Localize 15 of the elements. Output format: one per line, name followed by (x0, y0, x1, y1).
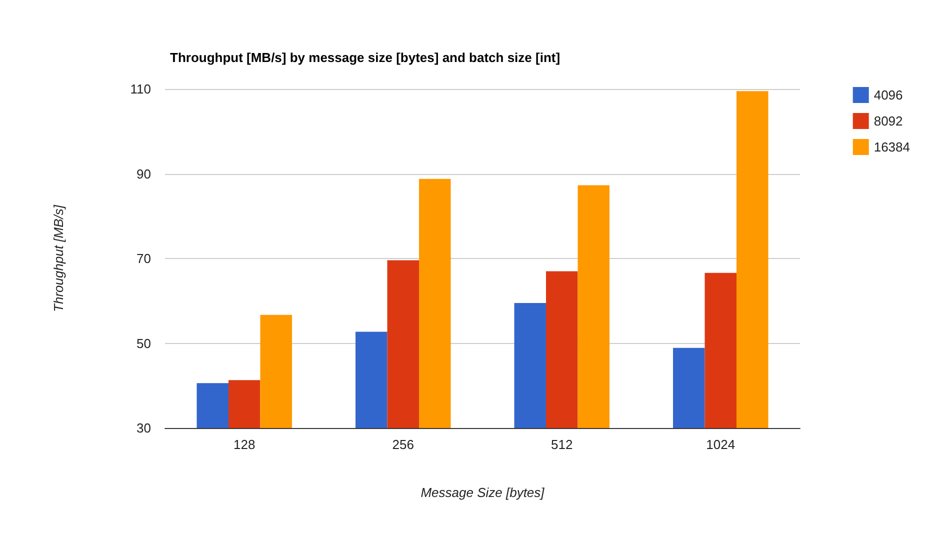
legend-label: 4096 (874, 88, 903, 102)
x-tick-label: 512 (551, 437, 573, 452)
legend-label: 8092 (874, 114, 903, 128)
y-tick-label: 110 (130, 82, 151, 96)
y-tick-label: 90 (136, 166, 151, 182)
y-tick-label: 70 (136, 251, 151, 266)
x-axis-title: Message Size [bytes] (420, 485, 545, 500)
x-tick-label: 256 (392, 437, 414, 452)
chart-title: Throughput [MB/s] by message size [bytes] and batch size [int] (170, 50, 560, 65)
y-axis-title: Throughput [MB/s] (51, 204, 66, 312)
x-tick-label: 1024 (706, 437, 736, 452)
x-tick-label: 128 (234, 437, 256, 452)
y-tick-label: 50 (136, 336, 151, 351)
y-tick-label: 30 (136, 420, 151, 436)
legend-label: 16384 (874, 140, 910, 154)
